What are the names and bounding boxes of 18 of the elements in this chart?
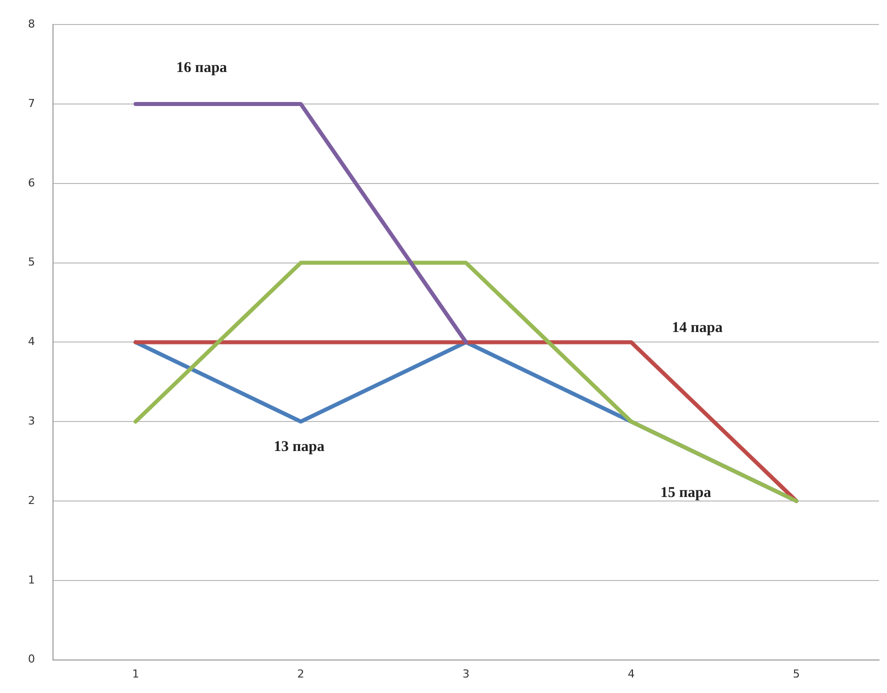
y-tick-label: 4	[28, 335, 35, 348]
y-tick-label: 2	[28, 494, 35, 507]
x-tick-label: 3	[462, 667, 470, 680]
x-tick-label: 5	[792, 667, 800, 680]
x-tick-label: 1	[132, 667, 140, 680]
x-tick-label: 2	[297, 667, 304, 680]
y-tick-label: 7	[28, 96, 35, 110]
y-tick-label: 6	[28, 176, 35, 190]
y-tick-label: 5	[28, 256, 35, 269]
series-label: 13 пара	[274, 438, 326, 455]
x-tick-label: 4	[628, 667, 635, 680]
y-tick-label: 8	[28, 17, 35, 30]
text: 14 пара	[672, 320, 724, 336]
y-tick-label: 0	[28, 652, 35, 666]
y-tick-label: 1	[28, 573, 35, 586]
series-label: 16 пара	[176, 60, 228, 76]
y-tick-label: 3	[28, 414, 35, 428]
series-label: 15 пара	[660, 484, 712, 501]
